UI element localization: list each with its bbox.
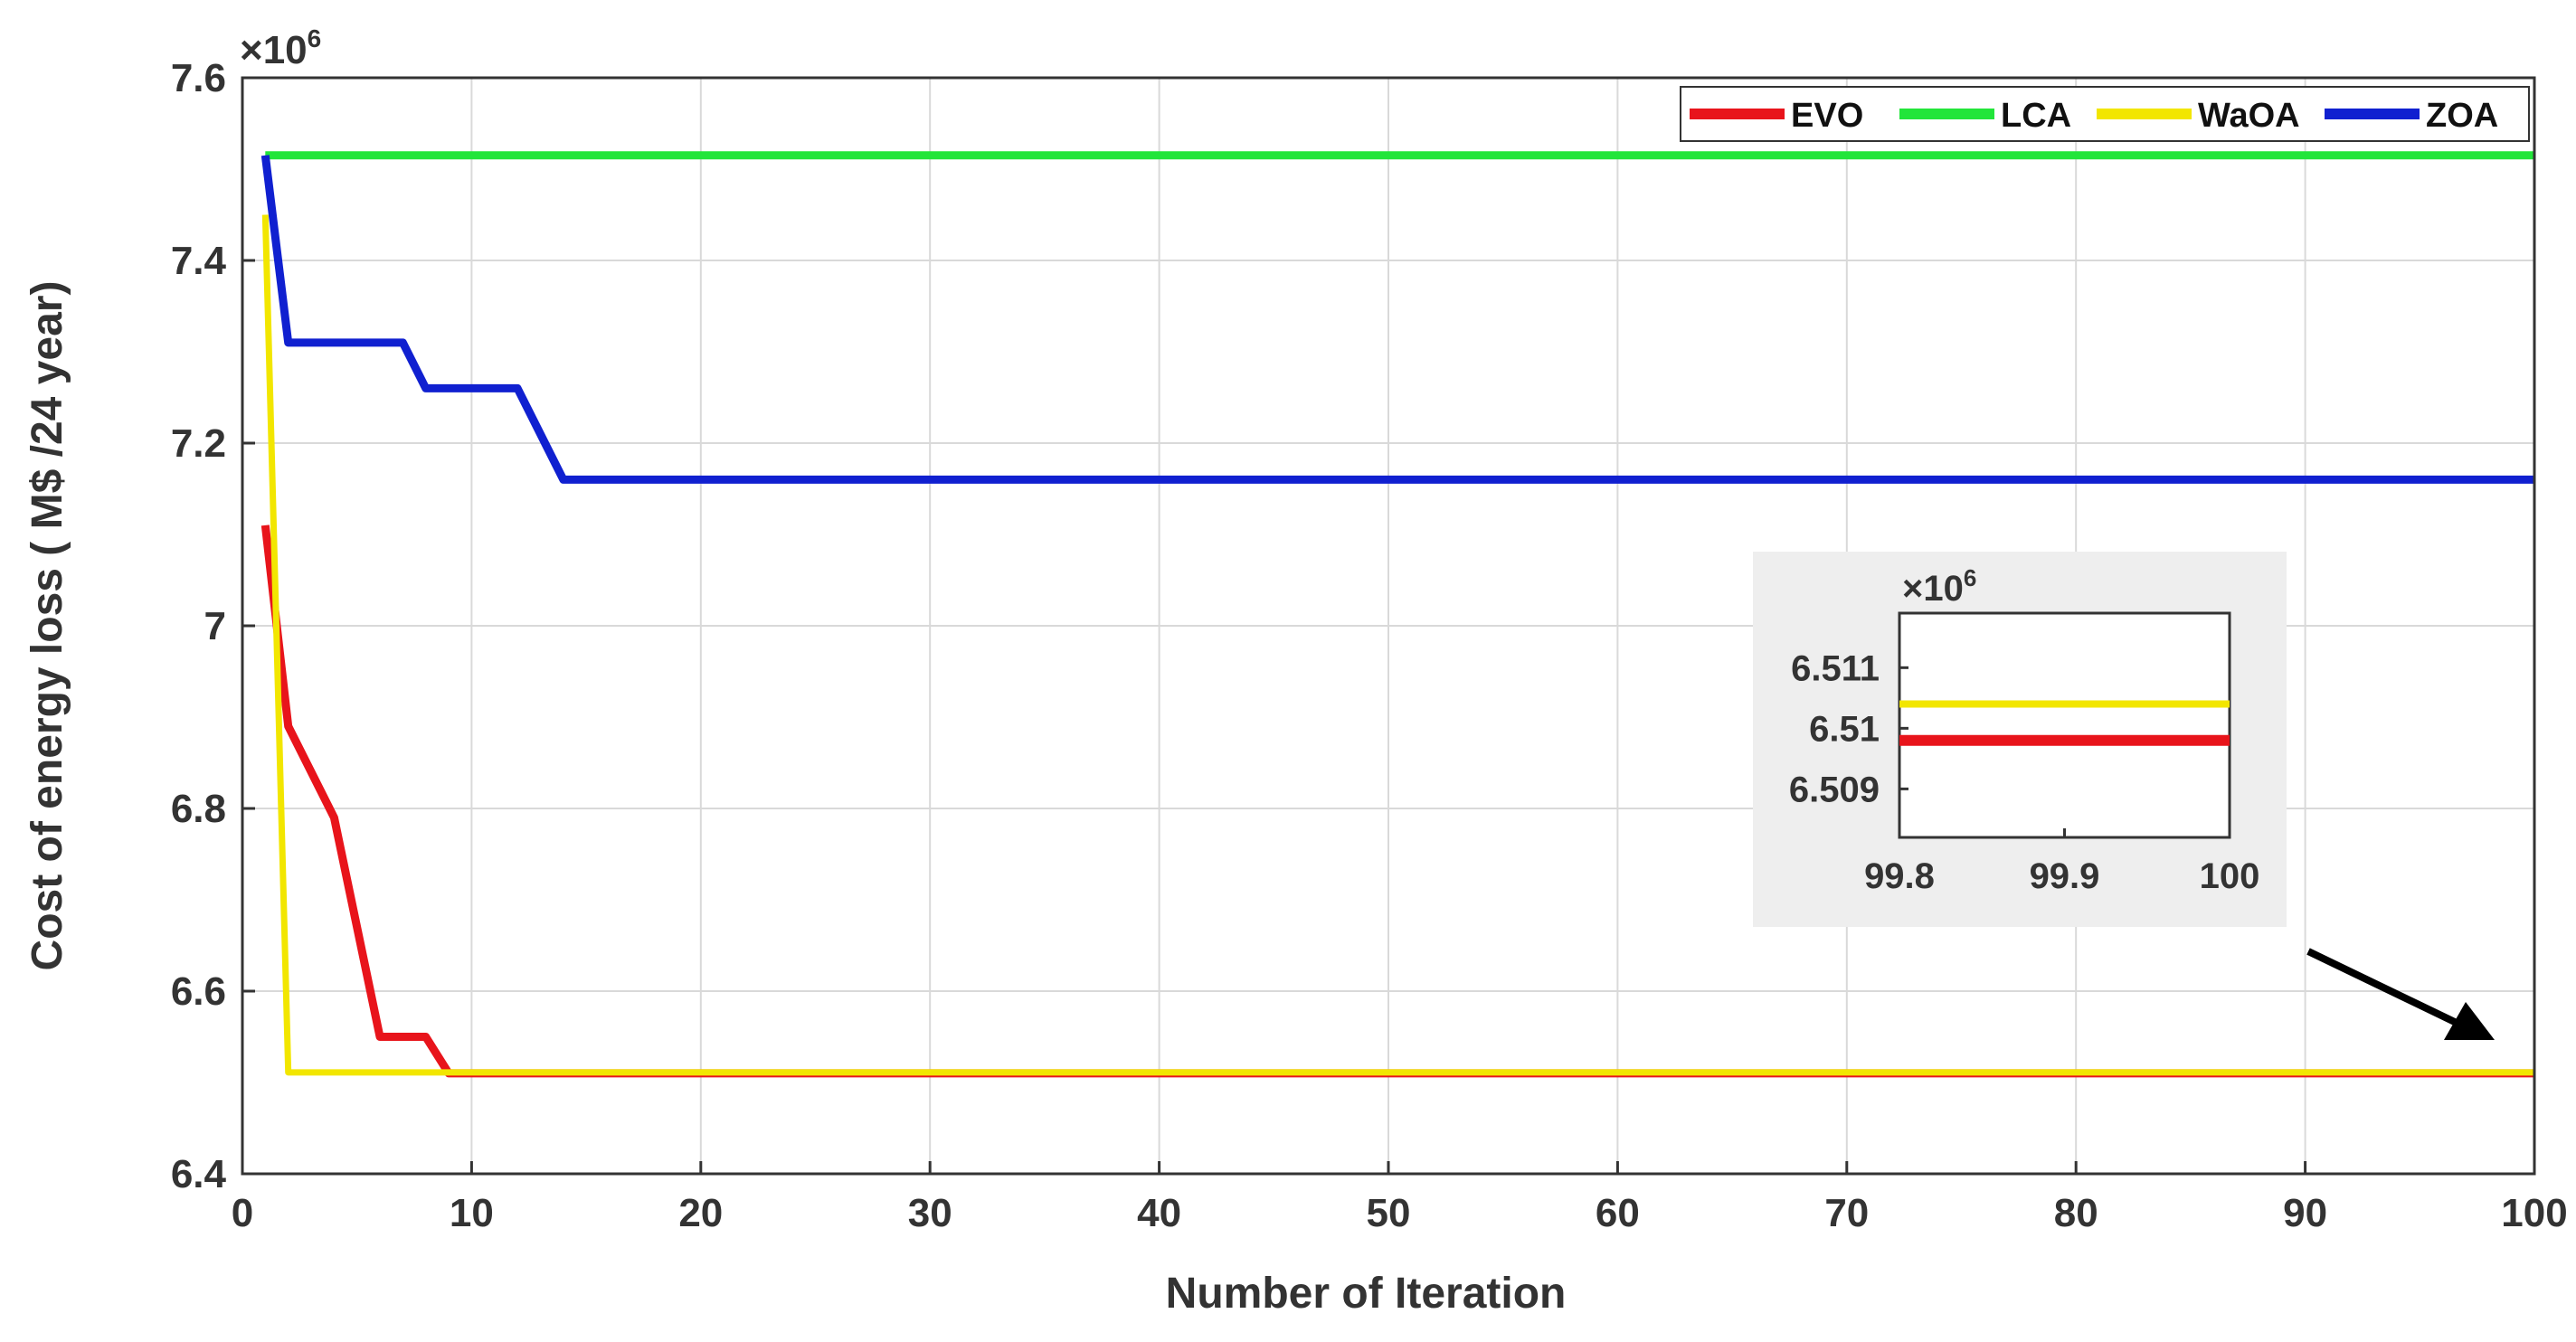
- inset-y-tick-label: 6.511: [1791, 648, 1880, 688]
- x-tick-label: 90: [2283, 1191, 2327, 1235]
- x-axis-label: Number of Iteration: [1166, 1270, 1567, 1318]
- inset-y-tick-label: 6.509: [1789, 770, 1880, 809]
- arrow-shaft: [2306, 948, 2464, 1029]
- legend-label-evo: EVO: [1791, 97, 1863, 135]
- x-tick-label: 0: [232, 1191, 253, 1235]
- x-tick-label: 60: [1596, 1191, 1640, 1235]
- zoom-arrow: [2306, 948, 2495, 1040]
- x-tick-label: 40: [1137, 1191, 1181, 1235]
- y-tick-label: 7.4: [171, 239, 227, 283]
- series-line-waoa: [261, 214, 2534, 1076]
- inset-y-ticks: 6.509 6.51 6.511: [1789, 648, 1908, 809]
- x-tick-label: 50: [1367, 1191, 1411, 1235]
- y-tick-label: 7: [204, 604, 226, 648]
- y-tick-label: 7.2: [171, 421, 226, 466]
- x-tick-label: 100: [2501, 1191, 2567, 1235]
- inset-x-tick-label: 100: [2200, 856, 2260, 896]
- legend-label-zoa: ZOA: [2426, 97, 2498, 135]
- y-ticks: 6.4 6.6 6.8 7 7.2 7.4 7.6: [171, 56, 255, 1196]
- y-axis-label: Cost of energy loss ( M$ /24 year): [24, 281, 71, 971]
- inset-x-ticks: 99.8 99.9 100: [1864, 828, 2259, 896]
- x-ticks: 0 10 20 30 40 50 60 70 80 90 100: [232, 1161, 2568, 1235]
- legend-label-waoa: WaOA: [2198, 97, 2300, 135]
- legend: EVO LCA WaOA ZOA: [1680, 86, 2530, 142]
- arrow-head: [2444, 1002, 2495, 1040]
- y-tick-label: 6.8: [171, 787, 226, 831]
- x-tick-label: 20: [678, 1191, 723, 1235]
- y-tick-label: 7.6: [171, 56, 226, 100]
- y-tick-label: 6.6: [171, 969, 226, 1014]
- x-tick-label: 70: [1824, 1191, 1869, 1235]
- legend-label-lca: LCA: [2001, 97, 2071, 135]
- inset-series-lines: [1899, 700, 2230, 746]
- series-lines: [260, 151, 2534, 1078]
- inset-x-tick-label: 99.9: [2030, 856, 2100, 896]
- inset-plot-frame: [1898, 611, 2231, 839]
- series-line-zoa: [260, 155, 2534, 484]
- x-tick-label: 30: [908, 1191, 952, 1235]
- inset-y-tick-label: 6.51: [1809, 709, 1880, 749]
- inset-x-tick-label: 99.8: [1864, 856, 1935, 896]
- x-tick-label: 10: [450, 1191, 494, 1235]
- x-tick-label: 80: [2054, 1191, 2098, 1235]
- y-tick-label: 6.4: [171, 1152, 227, 1196]
